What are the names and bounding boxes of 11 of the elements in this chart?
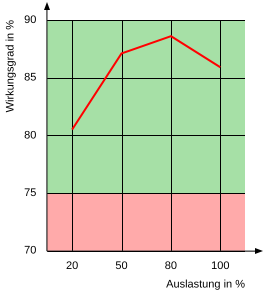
y-tick-label: 75	[24, 186, 36, 199]
x-axis-title: Auslastung in %	[166, 278, 246, 290]
x-tick-label: 50	[115, 260, 128, 272]
x-tick-label: 100	[211, 260, 230, 272]
x-tick-label: 20	[66, 260, 78, 272]
y-tick-label: 70	[24, 244, 36, 257]
y-tick-label: 85	[24, 72, 36, 84]
y-tick-label: 90	[24, 14, 36, 26]
y-tick-label: 80	[24, 129, 36, 142]
x-tick-label: 80	[164, 260, 178, 272]
y-axis-title: Wirkungsgrad in %	[4, 20, 17, 112]
